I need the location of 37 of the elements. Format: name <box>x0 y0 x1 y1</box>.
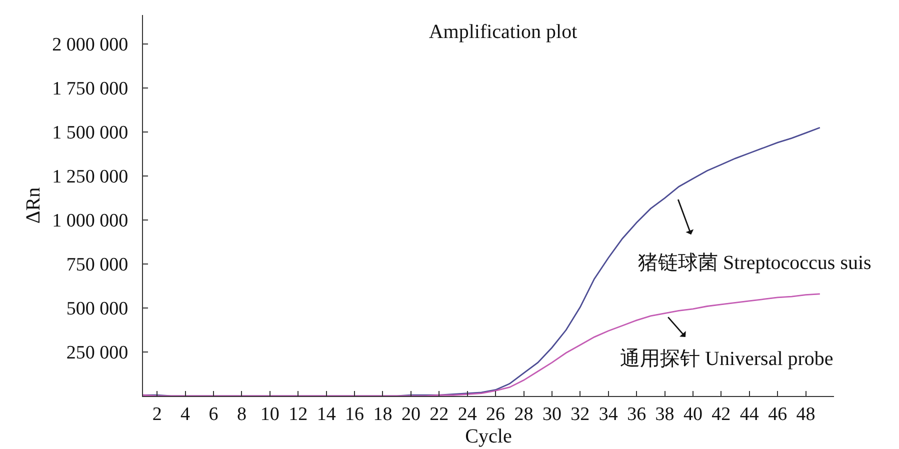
y-tick-label: 1 750 000 <box>52 78 128 100</box>
y-tick-label: 1 000 000 <box>52 210 128 232</box>
x-tick-label: 32 <box>570 404 590 425</box>
x-tick-label: 44 <box>740 404 760 425</box>
x-tick-label: 42 <box>712 404 731 425</box>
x-tick-label: 16 <box>345 404 364 425</box>
x-tick-label: 22 <box>430 404 449 425</box>
x-tick-label: 20 <box>401 404 420 425</box>
x-tick-label: 18 <box>373 404 392 425</box>
x-tick-label: 36 <box>627 404 646 425</box>
x-tick-label: 28 <box>514 404 534 425</box>
y-tick-label: 1 500 000 <box>52 122 128 144</box>
y-axis-title: ΔRn <box>22 187 45 224</box>
y-tick-label: 500 000 <box>66 298 128 320</box>
x-tick-label: 10 <box>260 404 280 425</box>
y-tick-label: 1 250 000 <box>52 166 128 188</box>
x-tick-label: 48 <box>796 404 816 425</box>
x-tick-label: 2 <box>152 404 162 425</box>
x-tick-label: 6 <box>208 404 218 425</box>
x-tick-label: 12 <box>288 404 308 425</box>
x-tick-label: 14 <box>316 404 336 425</box>
y-tick-label: 2 000 000 <box>52 34 128 56</box>
x-tick-label: 24 <box>458 404 478 425</box>
x-tick-label: 8 <box>236 404 246 425</box>
x-tick-label: 30 <box>542 404 562 425</box>
y-tick-label: 250 000 <box>66 342 128 364</box>
chart-title: Amplification plot <box>428 21 578 43</box>
x-tick-label: 4 <box>180 404 191 425</box>
x-tick-label: 46 <box>768 404 788 425</box>
x-tick-label: 34 <box>598 404 618 425</box>
x-tick-label: 40 <box>683 404 702 425</box>
x-tick-label: 26 <box>486 404 506 425</box>
x-tick-label: 38 <box>655 404 674 425</box>
y-tick-label: 750 000 <box>66 254 128 276</box>
annotation: 通用探针 Universal probe <box>620 348 834 370</box>
annotation: 猪链球菌 Streptococcus suis <box>638 252 872 274</box>
x-axis-title: Cycle <box>465 425 512 448</box>
